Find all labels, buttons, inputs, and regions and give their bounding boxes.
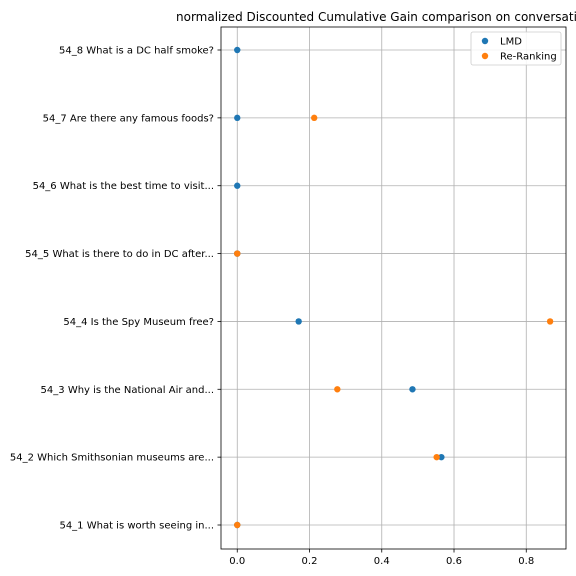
point-lmd <box>438 453 445 461</box>
legend-marker <box>481 37 489 45</box>
y-tick-label: 54_8 What is a DC half smoke? <box>59 46 214 57</box>
y-tick-label: 54_6 What is the best time to visit... <box>33 181 214 192</box>
x-tick-label: 0.6 <box>446 556 462 567</box>
point-lmd <box>234 182 241 189</box>
legend: LMD Re-Ranking <box>470 31 562 66</box>
chart-title: normalized Discounted Cumulative Gain co… <box>176 10 576 24</box>
point-lmd <box>234 114 241 122</box>
point-lmd <box>409 386 416 393</box>
y-axis: 54_1 What is worth seeing in... 54_2 Whic… <box>10 46 221 532</box>
legend-label: Re-Ranking <box>500 52 557 63</box>
points-layer <box>234 46 554 529</box>
y-tick-label: 54_1 What is worth seeing in... <box>59 521 214 532</box>
point-re-ranking <box>234 521 241 529</box>
y-tick-label: 54_4 Is the Spy Museum free? <box>63 317 214 328</box>
point-re-ranking <box>311 114 318 122</box>
x-tick-label: 0.2 <box>302 556 318 567</box>
x-tick-label: 0.4 <box>374 556 390 567</box>
legend-label: LMD <box>500 37 522 48</box>
x-axis: 0.0 0.2 0.4 0.6 0.8 <box>229 549 534 567</box>
x-tick-label: 0.8 <box>518 556 534 567</box>
y-tick-label: 54_2 Which Smithsonian museums are... <box>10 453 214 464</box>
legend-box <box>470 31 562 66</box>
y-tick-label: 54_7 Are there any famous foods? <box>43 113 214 124</box>
y-tick-label: 54_3 Why is the National Air and... <box>41 385 214 396</box>
point-lmd <box>295 318 302 325</box>
plot-area-frame <box>220 26 567 550</box>
point-re-ranking <box>433 453 440 461</box>
point-re-ranking <box>234 250 241 257</box>
point-re-ranking <box>546 318 554 325</box>
y-tick-label: 54_5 What is there to do in DC after... <box>25 249 214 260</box>
point-lmd <box>234 46 241 54</box>
legend-marker <box>481 52 489 60</box>
point-re-ranking <box>334 386 341 393</box>
grid-layer <box>221 27 566 549</box>
x-tick-label: 0.0 <box>229 556 245 567</box>
